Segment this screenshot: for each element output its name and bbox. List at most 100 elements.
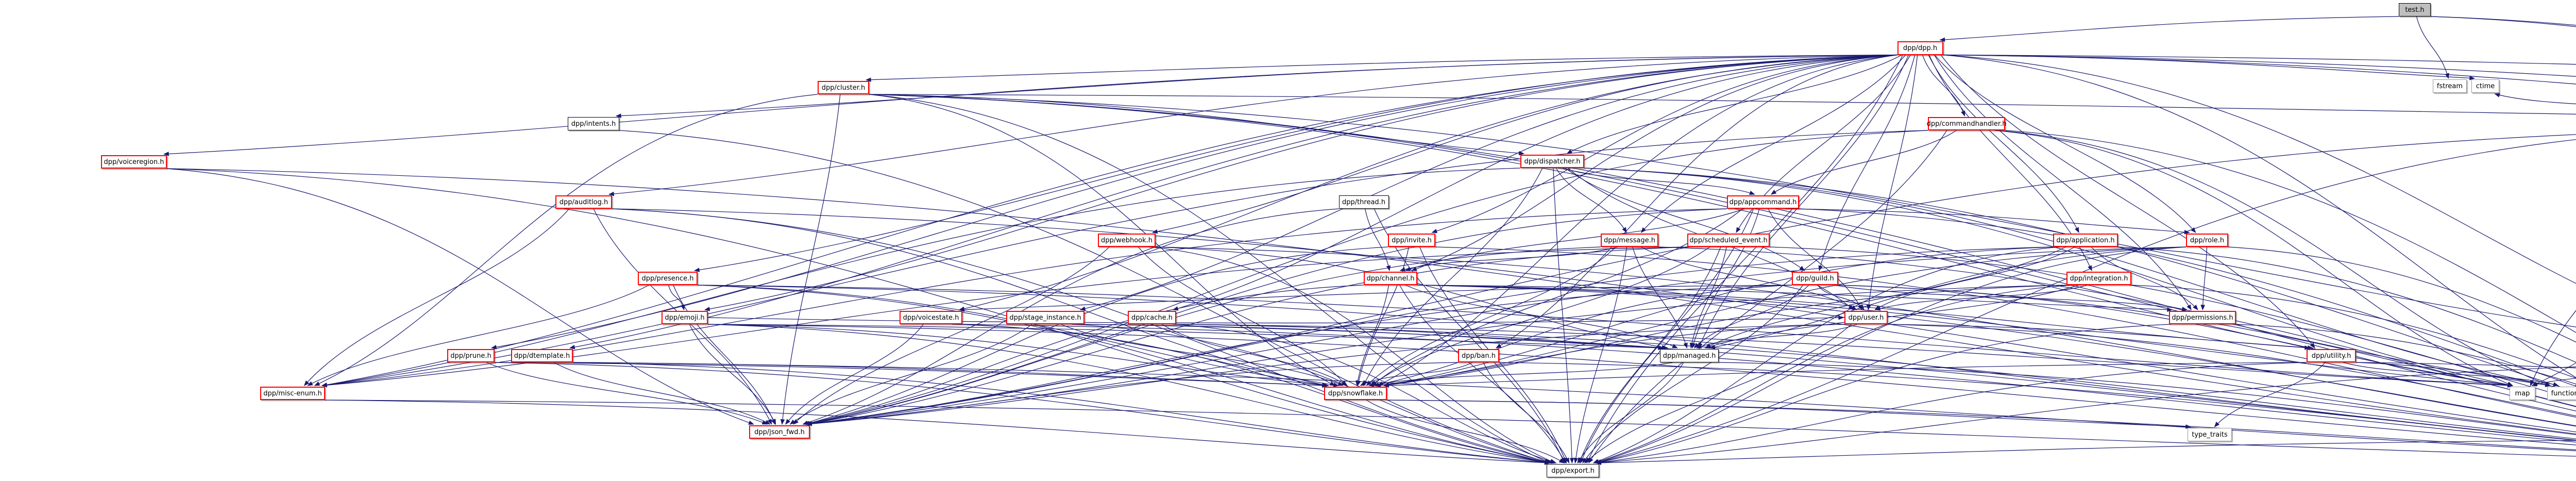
edge-integration-to-user bbox=[1875, 285, 2088, 311]
edge-dispatcher-to-guild bbox=[1565, 168, 1805, 271]
node-fstream[interactable]: fstream bbox=[2433, 79, 2467, 93]
node-dtemplate[interactable]: dpp/dtemplate.h bbox=[511, 349, 573, 362]
edge-snowflake-to-type_traits bbox=[1386, 400, 2192, 429]
node-application[interactable]: dpp/application.h bbox=[2053, 234, 2118, 247]
edge-cluster-to-discordclient bbox=[869, 94, 2576, 115]
node-utility[interactable]: dpp/utility.h bbox=[2307, 349, 2356, 362]
node-user[interactable]: dpp/user.h bbox=[1844, 311, 1888, 324]
edge-user-to-string bbox=[1887, 324, 2576, 417]
node-stage-instance[interactable]: dpp/stage_instance.h bbox=[1006, 311, 1084, 324]
edge-role-to-export bbox=[1595, 246, 2187, 464]
edge-emoji-to-user bbox=[707, 315, 1844, 324]
edge-dpp-to-dtemplate bbox=[569, 54, 1897, 350]
node-json-fwd[interactable]: dpp/json_fwd.h bbox=[749, 425, 810, 439]
node-scheduled-event[interactable]: dpp/scheduled_event.h bbox=[1687, 234, 1770, 247]
node-managed[interactable]: dpp/managed.h bbox=[1660, 349, 1719, 362]
edge-managed-to-string bbox=[1718, 362, 2576, 435]
node-role[interactable]: dpp/role.h bbox=[2186, 234, 2228, 247]
node-invite[interactable]: dpp/invite.h bbox=[1388, 234, 1435, 247]
edge-utility-to-type_traits bbox=[2214, 362, 2326, 427]
edge-dispatcher-to-appcommand bbox=[1563, 168, 1755, 195]
node-emoji[interactable]: dpp/emoji.h bbox=[662, 311, 708, 324]
node-commandhandler[interactable]: dpp/commandhandler.h bbox=[1927, 117, 2006, 130]
edge-utility-to-string bbox=[2355, 362, 2576, 392]
node-functional[interactable]: functional bbox=[2547, 387, 2576, 400]
edge-dispatcher-to-export bbox=[1553, 168, 1574, 464]
edge-guild-to-snowflake bbox=[1373, 285, 1792, 387]
edge-thread-to-json_fwd bbox=[802, 208, 1339, 425]
node-appcommand[interactable]: dpp/appcommand.h bbox=[1727, 195, 1799, 209]
edge-dpp-to-permissions bbox=[1934, 55, 2192, 310]
edge-auditlog-to-misc_enum bbox=[303, 208, 570, 386]
edge-dpp-to-ctime bbox=[1943, 54, 2476, 80]
edge-integration-to-managed bbox=[1705, 285, 2079, 349]
edge-dpp-to-httpsclient bbox=[1943, 54, 2576, 65]
edge-dpp-to-invite bbox=[1431, 54, 1897, 234]
edge-cluster-to-misc_enum bbox=[314, 94, 818, 386]
edge-cache-to-string bbox=[1176, 324, 2576, 439]
node-channel[interactable]: dpp/channel.h bbox=[1364, 272, 1417, 285]
edge-dpp-to-prune bbox=[490, 54, 1897, 350]
node-map[interactable]: map bbox=[2510, 387, 2535, 400]
edge-dpp-to-message bbox=[1640, 55, 1906, 233]
edge-guild-to-map bbox=[1838, 285, 2514, 387]
node-ban[interactable]: dpp/ban.h bbox=[1458, 349, 1499, 362]
edge-emoji-to-export bbox=[707, 324, 1551, 465]
edge-ban-to-snowflake bbox=[1360, 362, 1473, 386]
node-permissions[interactable]: dpp/permissions.h bbox=[2169, 311, 2236, 324]
edge-message-to-managed bbox=[1632, 246, 1688, 349]
edge-webhook-to-snowflake bbox=[1138, 246, 1347, 386]
edge-misc_enum-to-export bbox=[325, 400, 1551, 465]
edge-role-to-permissions bbox=[2200, 246, 2208, 311]
node-integration[interactable]: dpp/integration.h bbox=[2066, 272, 2131, 285]
node-webhook[interactable]: dpp/webhook.h bbox=[1098, 234, 1156, 247]
node-message[interactable]: dpp/message.h bbox=[1601, 234, 1658, 247]
node-guild[interactable]: dpp/guild.h bbox=[1792, 272, 1838, 285]
node-dpp[interactable]: dpp/dpp.h bbox=[1897, 41, 1943, 55]
edge-utility-to-functional bbox=[2343, 362, 2559, 387]
edge-message-to-channel bbox=[1399, 246, 1618, 272]
edge-dpp-to-version bbox=[1943, 54, 2576, 85]
edge-webhook-to-json_fwd bbox=[793, 246, 1110, 425]
node-thread[interactable]: dpp/thread.h bbox=[1338, 195, 1389, 209]
edge-misc_enum-to-string bbox=[325, 400, 2576, 457]
edge-appcommand-to-export bbox=[1580, 208, 1754, 463]
node-cache[interactable]: dpp/cache.h bbox=[1128, 311, 1176, 324]
edge-guild-to-json_fwd bbox=[806, 285, 1792, 426]
node-voicestate[interactable]: dpp/voicestate.h bbox=[900, 311, 962, 324]
edge-dispatcher-to-map bbox=[1584, 168, 2514, 387]
node-voiceregion[interactable]: dpp/voiceregion.h bbox=[101, 155, 167, 169]
node-test[interactable]: test.h bbox=[2399, 3, 2431, 16]
edge-commandhandler-to-appcommand bbox=[1770, 130, 1957, 195]
edge-dpp-to-application bbox=[1928, 55, 2079, 233]
edge-queues-to-map bbox=[2531, 378, 2576, 387]
edge-discordclient-to-json_fwd bbox=[806, 134, 2576, 426]
edge-cluster-to-export bbox=[869, 94, 1550, 463]
node-dispatcher[interactable]: dpp/dispatcher.h bbox=[1520, 155, 1584, 168]
node-auditlog[interactable]: dpp/auditlog.h bbox=[555, 195, 612, 209]
edge-presence-to-misc_enum bbox=[307, 285, 649, 386]
node-misc-enum[interactable]: dpp/misc-enum.h bbox=[260, 387, 325, 400]
edge-dispatcher-to-snowflake bbox=[1363, 168, 1543, 386]
edge-dpp-to-user bbox=[1867, 55, 1918, 311]
edge-utility-to-snowflake bbox=[1383, 362, 2307, 388]
edge-dpp-to-export bbox=[1586, 55, 1903, 463]
node-cluster[interactable]: dpp/cluster.h bbox=[818, 81, 869, 94]
edge-utility-to-export bbox=[1595, 362, 2307, 465]
node-prune[interactable]: dpp/prune.h bbox=[447, 349, 495, 362]
edge-emoji-to-snowflake bbox=[707, 324, 1329, 388]
edge-invite-to-string bbox=[1435, 246, 2576, 418]
edge-message-to-snowflake bbox=[1366, 246, 1616, 386]
node-intents[interactable]: dpp/intents.h bbox=[568, 117, 619, 130]
node-snowflake[interactable]: dpp/snowflake.h bbox=[1324, 387, 1387, 400]
edge-ban-to-export bbox=[1483, 362, 1570, 463]
edge-guild-to-voicestate bbox=[958, 285, 1792, 312]
node-presence[interactable]: dpp/presence.h bbox=[638, 272, 698, 285]
node-type-traits[interactable]: type_traits bbox=[2188, 428, 2232, 441]
node-ctime[interactable]: ctime bbox=[2471, 79, 2499, 93]
edge-user-to-json_fwd bbox=[806, 324, 1845, 426]
edge-webhook-to-export bbox=[1149, 246, 1556, 463]
edge-application-to-json_fwd bbox=[806, 246, 2054, 426]
node-export[interactable]: dpp/export.h bbox=[1547, 464, 1599, 477]
